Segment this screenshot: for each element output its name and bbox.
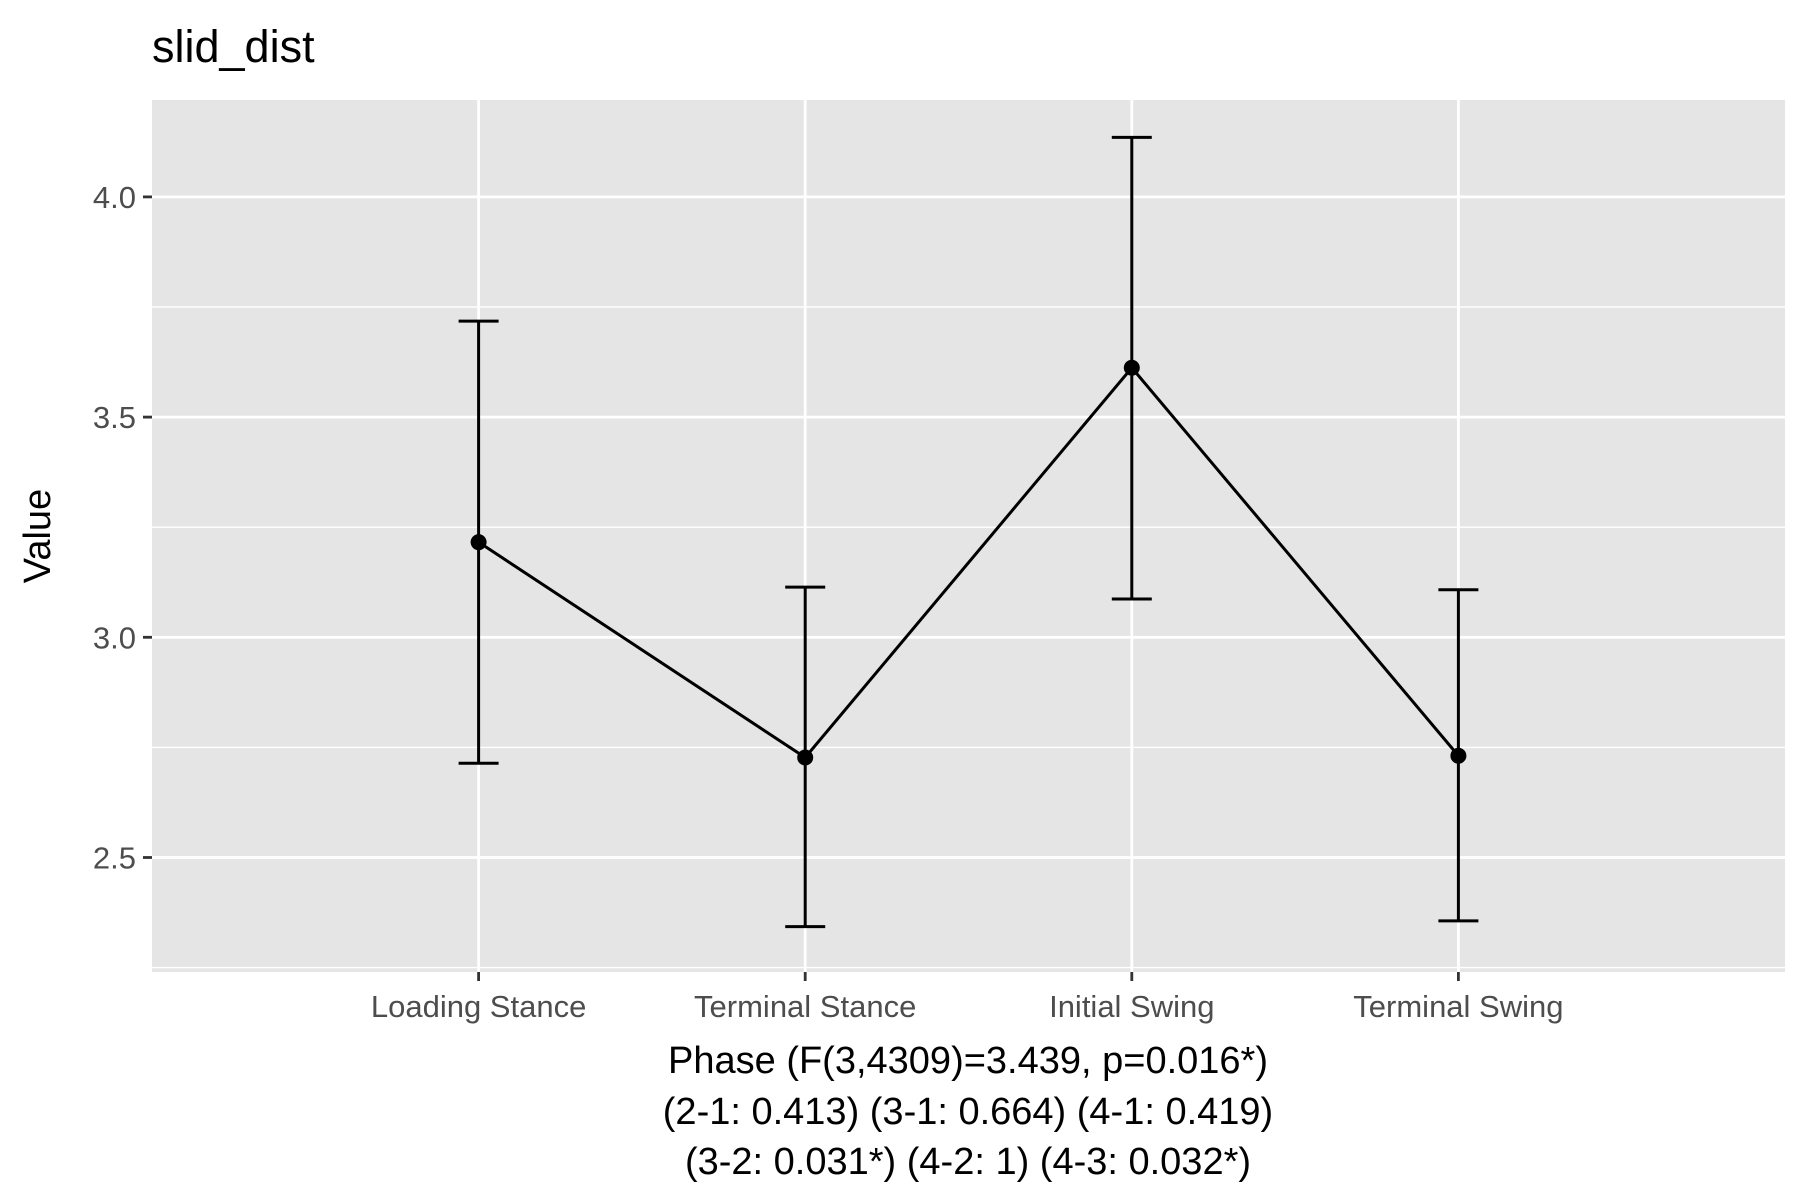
x-tick-label-1: Terminal Stance [694, 989, 916, 1024]
x-tick-label-3: Terminal Swing [1353, 989, 1563, 1024]
y-tick-label-0: 2.5 [93, 840, 136, 875]
y-tick-label-1: 3.0 [93, 620, 136, 655]
chart-title: slid_dist [152, 21, 315, 72]
x-tick-label-2: Initial Swing [1049, 989, 1214, 1024]
y-tick-label-2: 3.5 [93, 400, 136, 435]
data-point-2 [1123, 359, 1140, 376]
x-axis-title-line-2: (2-1: 0.413) (3-1: 0.664) (4-1: 0.419) [663, 1091, 1273, 1133]
x-tick-label-0: Loading Stance [371, 989, 586, 1024]
x-axis-title-line-1: Phase (F(3,4309)=3.439, p=0.016*) [668, 1040, 1268, 1082]
y-axis-title: Value [17, 489, 59, 583]
y-tick-label-3: 4.0 [93, 180, 136, 215]
data-point-1 [797, 749, 814, 766]
series [458, 135, 1479, 929]
data-point-0 [470, 534, 487, 551]
series-line-0 [477, 365, 1460, 760]
data-point-3 [1450, 747, 1467, 764]
y-axis: 2.5 3.0 3.5 4.0 [93, 180, 152, 875]
x-axis-title-line-3: (3-2: 0.031*) (4-2: 1) (4-3: 0.032*) [685, 1141, 1251, 1183]
x-axis: Loading Stance Terminal Stance Initial Swi… [371, 972, 1564, 1024]
plot-panel [152, 100, 1785, 972]
